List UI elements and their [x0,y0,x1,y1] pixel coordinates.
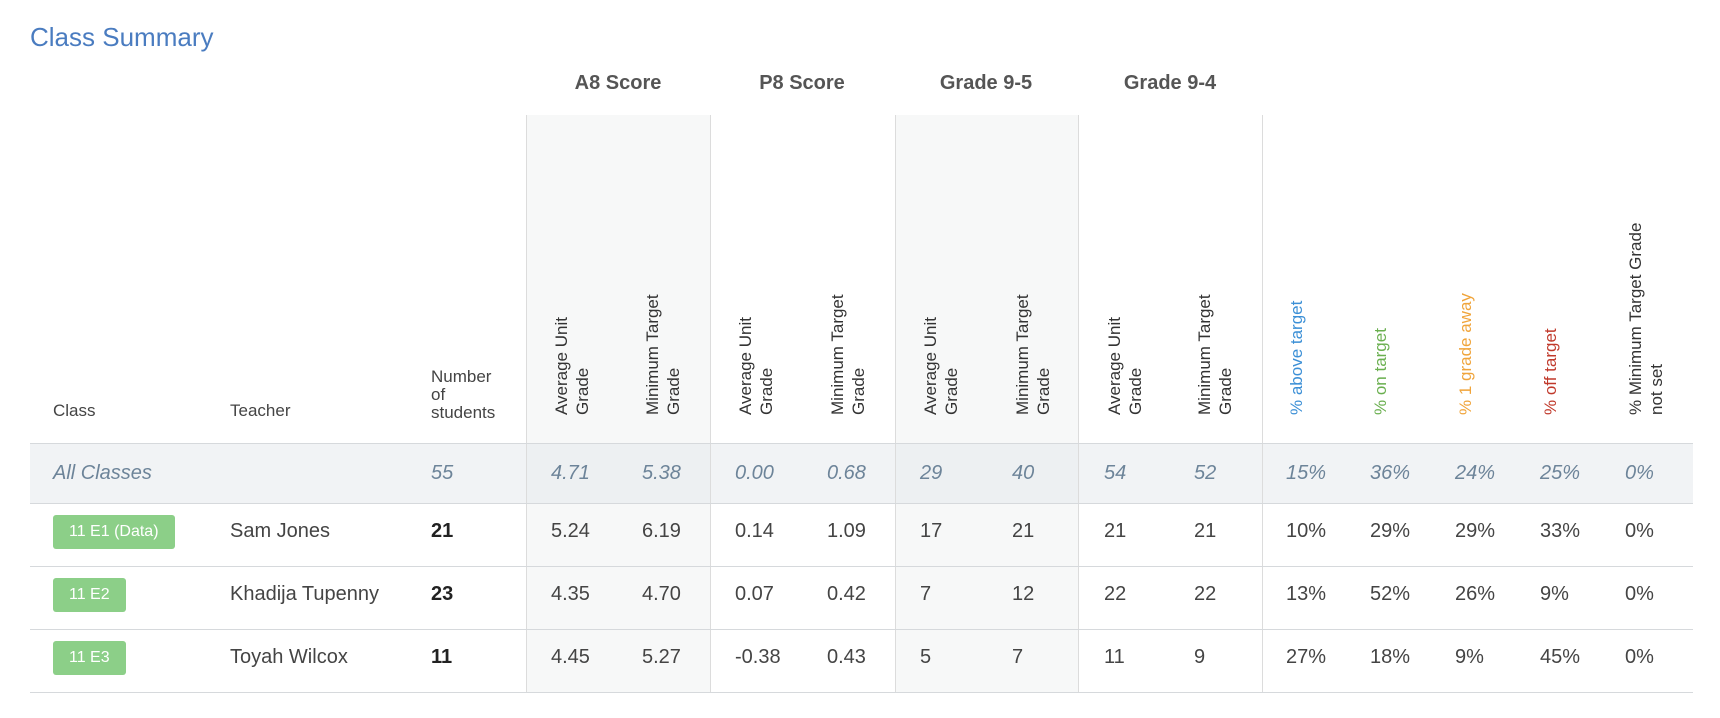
class-badge[interactable]: 11 E3 [53,641,126,675]
a8-band [526,115,710,693]
row-value: 21 [1104,520,1127,542]
header-avg-unit-grade: Average Unit Grade [921,317,961,415]
header-avg-unit-grade: Average Unit Grade [736,317,776,415]
header-not-set: % Minimum Target Grade not set [1626,222,1666,415]
teacher-name: Khadija Tupenny [230,583,380,605]
row-value: 5.24 [551,520,590,542]
row-value: 0% [1625,520,1654,542]
teacher-name: Toyah Wilcox [230,646,348,668]
row-value: 4.35 [551,583,590,605]
row-value: 21 [1194,520,1217,542]
row-value: 7 [1012,646,1024,668]
row-value: 10% [1286,520,1327,542]
header-off: % off target [1541,328,1560,415]
row-value: 6.19 [642,520,681,542]
row-value: 1.09 [827,520,866,542]
all-classes-value: 0% [1625,462,1654,484]
all-classes-value: 54 [1104,462,1127,484]
separator [710,115,711,693]
row-divider [30,629,1693,630]
all-classes-value: 4.71 [551,462,590,484]
separator [1078,115,1079,693]
row-value: 4.70 [642,583,681,605]
row-value: 4.45 [551,646,590,668]
grade95-band [895,115,1078,693]
all-classes-row-bg [30,443,1693,503]
all-classes-value: 36% [1370,462,1411,484]
row-value: 11 [1104,646,1125,668]
row-value: 9% [1540,583,1569,605]
row-value: 5.27 [642,646,681,668]
all-classes-label: All Classes [53,462,152,484]
header-min-target-grade: Minimum Target Grade [828,294,868,415]
row-value: 0.07 [735,583,774,605]
header-teacher: Teacher [230,401,291,420]
row-value: 0.14 [735,520,774,542]
row-value: 7 [920,583,932,605]
group-header-a8: A8 Score [574,72,662,94]
all-classes-value: 0.68 [827,462,866,484]
header-min-target-grade: Minimum Target Grade [643,294,683,415]
header-students: Number of students [431,367,496,422]
row-value: 18% [1370,646,1411,668]
header-on: % on target [1371,328,1390,415]
header-avg-unit-grade: Average Unit Grade [1105,317,1145,415]
row-value: 5 [920,646,932,668]
row-value: 0% [1625,646,1654,668]
student-count: 11 [431,646,453,668]
row-value: 0.43 [827,646,866,668]
student-count: 21 [431,520,454,542]
row-value: 21 [1012,520,1035,542]
row-value: 9% [1455,646,1484,668]
row-divider [30,692,1693,693]
row-value: 33% [1540,520,1581,542]
all-classes-students: 55 [431,462,454,484]
header-above: % above target [1287,300,1306,415]
row-divider [30,443,1693,444]
row-value: 22 [1194,583,1217,605]
header-min-target-grade: Minimum Target Grade [1013,294,1053,415]
header-avg-unit-grade: Average Unit Grade [552,317,592,415]
all-classes-value: 0.00 [735,462,774,484]
all-classes-value: 5.38 [642,462,681,484]
group-header-grade94: Grade 9-4 [1123,72,1217,94]
row-divider [30,503,1693,504]
row-value: 13% [1286,583,1327,605]
row-value: 27% [1286,646,1327,668]
separator [895,115,896,693]
row-value: 29% [1370,520,1411,542]
row-value: 17 [920,520,943,542]
row-value: 9 [1194,646,1206,668]
all-classes-value: 52 [1194,462,1217,484]
header-min-target-grade: Minimum Target Grade [1195,294,1235,415]
row-value: 22 [1104,583,1127,605]
all-classes-value: 15% [1286,462,1327,484]
separator [1262,115,1263,693]
all-classes-value: 25% [1540,462,1581,484]
group-header-p8: P8 Score [759,72,845,94]
class-badge[interactable]: 11 E1 (Data) [53,515,175,549]
separator [526,115,527,693]
all-classes-value: 29 [920,462,943,484]
row-value: -0.38 [735,646,781,668]
all-classes-value: 24% [1455,462,1496,484]
row-value: 29% [1455,520,1496,542]
class-badge[interactable]: 11 E2 [53,578,126,612]
all-classes-value: 40 [1012,462,1035,484]
header-class: Class [53,401,96,420]
row-value: 12 [1012,583,1035,605]
page-title: Class Summary [30,22,214,52]
header-one-grade: % 1 grade away [1456,293,1475,415]
teacher-name: Sam Jones [230,520,331,542]
row-value: 52% [1370,583,1411,605]
group-header-grade95: Grade 9-5 [939,72,1033,94]
row-value: 45% [1540,646,1581,668]
row-value: 26% [1455,583,1496,605]
row-value: 0% [1625,583,1654,605]
row-divider [30,566,1693,567]
student-count: 23 [431,583,454,605]
row-value: 0.42 [827,583,866,605]
